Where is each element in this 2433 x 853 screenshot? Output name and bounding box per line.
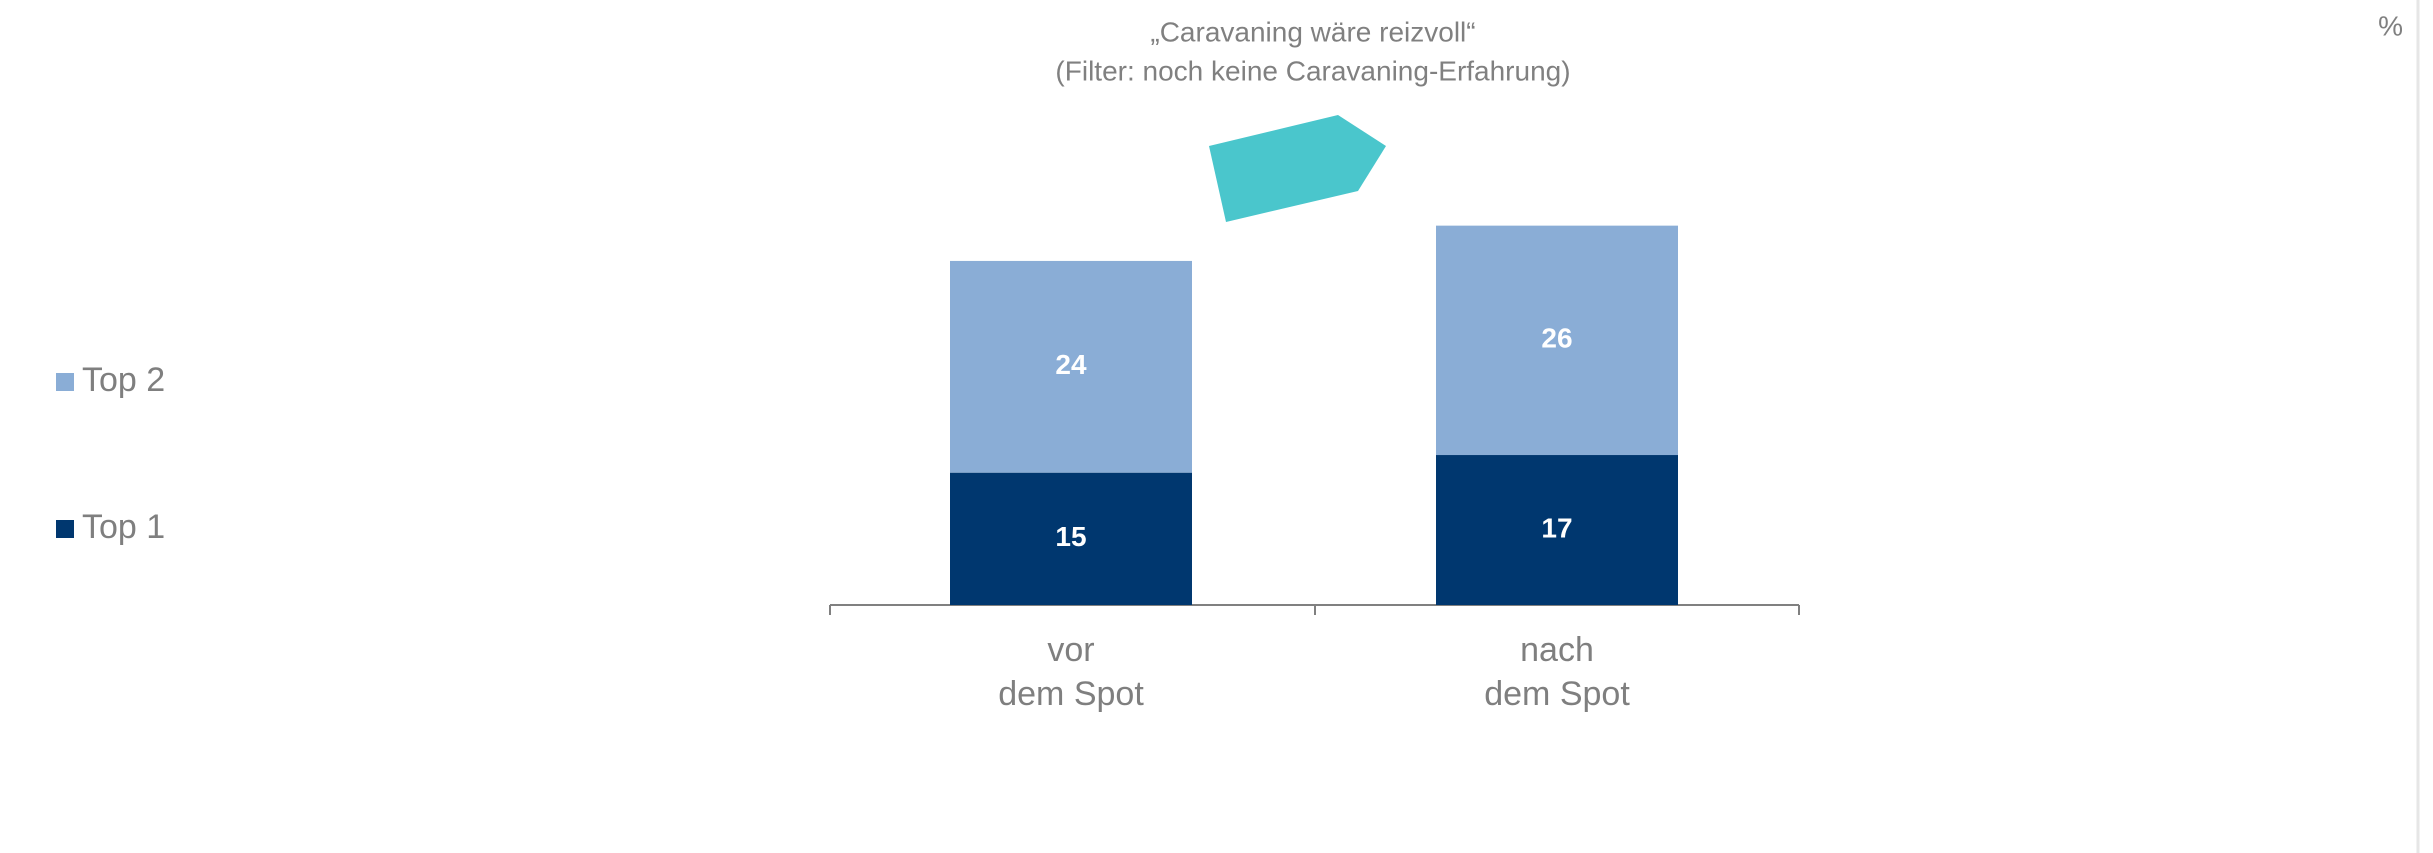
- legend-swatch: [56, 520, 74, 538]
- bar-segment: [1436, 225, 1678, 456]
- decor-arrow: [1209, 115, 1386, 222]
- data-label: 26: [1541, 323, 1572, 354]
- unit-label: %: [2378, 10, 2403, 41]
- chart-subtitle: (Filter: noch keine Caravaning-Erfahrung…: [1055, 55, 1570, 86]
- data-label: 15: [1055, 521, 1086, 552]
- legend-swatch: [56, 373, 74, 391]
- x-tick-label: nach dem Spot: [1484, 631, 1630, 713]
- legend-label: Top 1: [82, 508, 165, 546]
- data-label: 17: [1541, 512, 1572, 543]
- bar-segment: [950, 472, 1192, 605]
- data-label: 24: [1055, 349, 1087, 380]
- legend-label: Top 2: [82, 361, 165, 399]
- bar-segment: [1436, 455, 1678, 605]
- bar-segment: [950, 260, 1192, 473]
- chart-title: „Caravaning wäre reizvoll“: [1150, 16, 1475, 47]
- x-tick-label: vor dem Spot: [998, 631, 1144, 713]
